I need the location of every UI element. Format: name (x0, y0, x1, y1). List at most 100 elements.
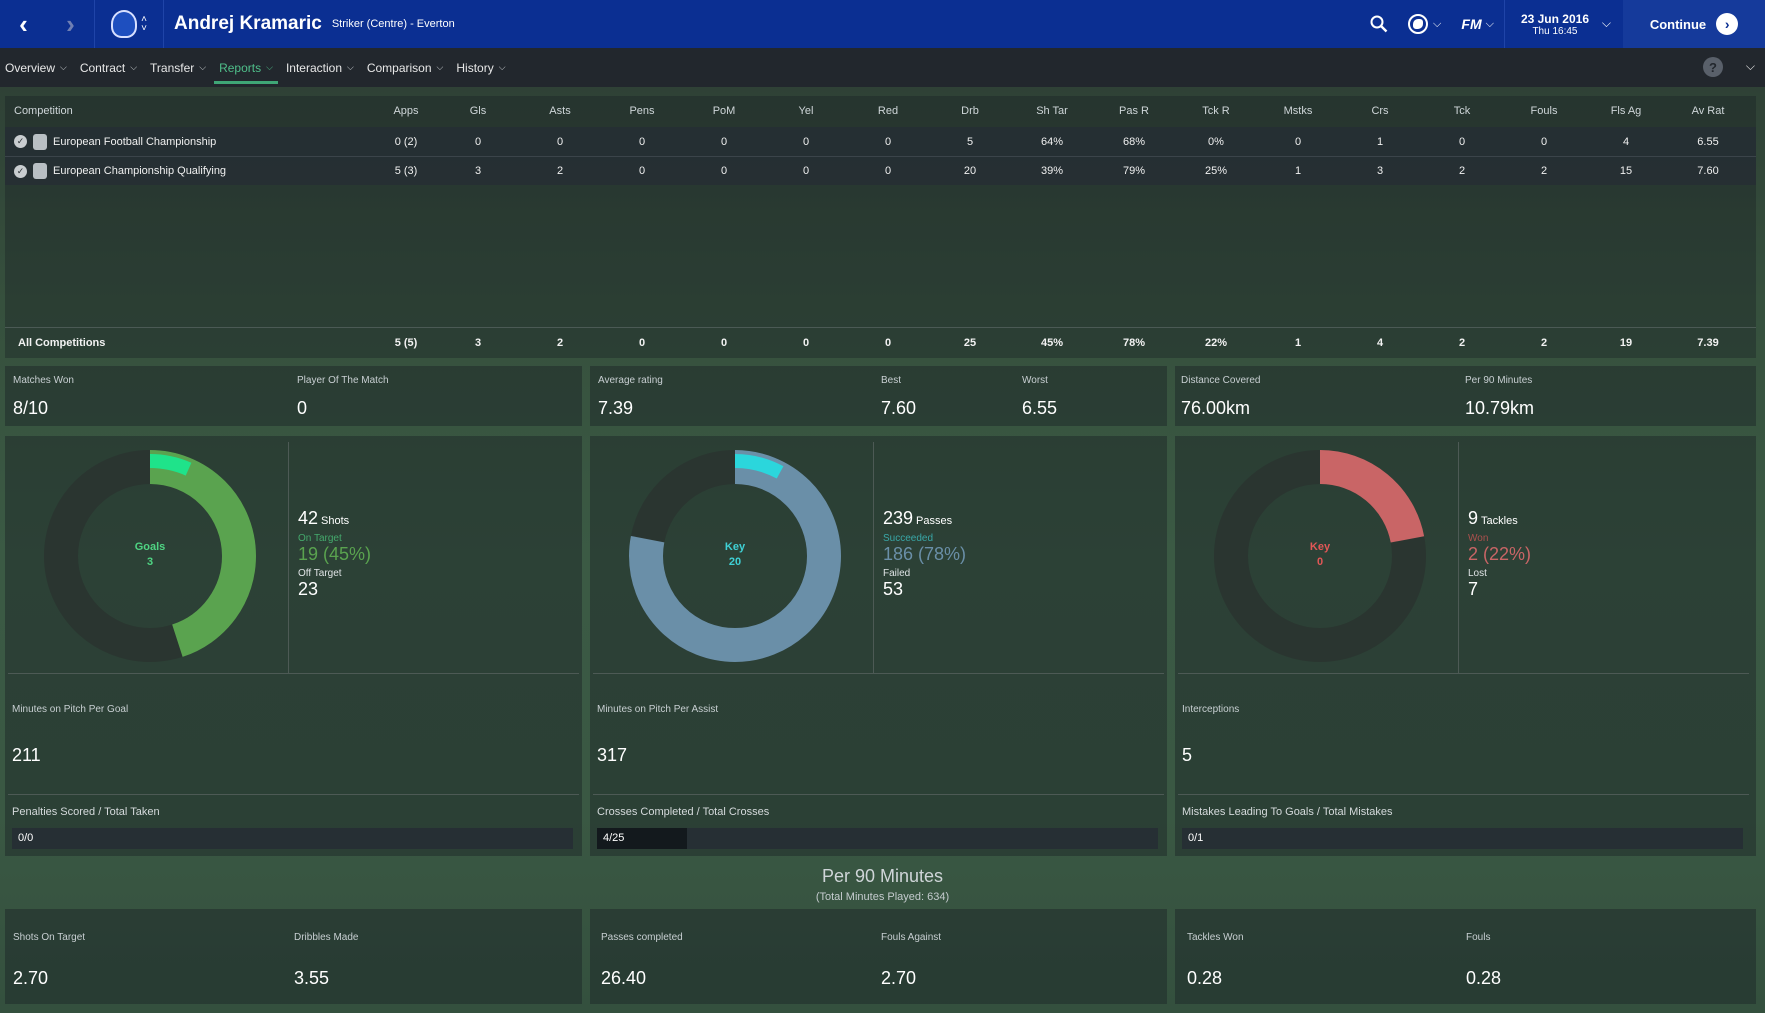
column-header: PoM (712, 105, 736, 117)
divider (593, 673, 1164, 674)
best-rating-stat: Best 7.60 (881, 375, 916, 419)
stat-cell: 0% (1208, 135, 1224, 148)
club-selector[interactable]: ˄ ˅ (94, 0, 164, 48)
stat-cell: 5 (3) (394, 165, 418, 177)
stat-cell: 0 (802, 135, 810, 148)
donut-value: 3 (146, 556, 154, 568)
fm-menu[interactable]: FM ⌵ (1451, 0, 1504, 48)
tackles-panel: Key 0 9 Tackles Won 2 (22%) Lost 7 Interceptions… (1175, 436, 1756, 856)
success-value: 2 (22%) (1468, 544, 1532, 564)
tab-overview[interactable]: Overview ⌵ (0, 48, 72, 87)
column-header: Drb (961, 105, 979, 117)
competition-name-cell[interactable]: ✓ European Championship Qualifying (5, 163, 375, 179)
date-selector[interactable]: 23 Jun 2016 Thu 16:45 ⌵ (1503, 0, 1623, 48)
tab-history[interactable]: History ⌵ (451, 48, 510, 87)
total-label: Tackles (1481, 515, 1518, 527)
fail-value: 23 (298, 579, 319, 599)
divider (873, 442, 874, 674)
stat-label: Fouls (1466, 932, 1491, 943)
back-arrow-icon[interactable]: ‹ (19, 8, 28, 39)
continue-button[interactable]: Continue › (1623, 0, 1765, 48)
stat-cell: 0 (720, 337, 728, 349)
chevron-down-icon[interactable]: ⌵ (1745, 59, 1755, 73)
table-total-row: All Competitions 5 (5) 3 2 0 0 0 0 25 45% 78% 22% 1 4… (5, 327, 1756, 358)
tab-contract[interactable]: Contract ⌵ (75, 48, 142, 87)
fail-label: Off Target (298, 568, 342, 579)
forward-arrow-icon[interactable]: › (66, 8, 75, 39)
shots-panel: Goals 3 42 Shots On Target 19 (45%) Off Target… (5, 436, 582, 856)
donut-main-arc (1214, 450, 1426, 662)
stat-cell: 0 (1458, 135, 1466, 148)
tab-interaction[interactable]: Interaction ⌵ (281, 48, 359, 87)
column-header: Pas R (1119, 105, 1149, 117)
passes-completed-stat: Passes completed 26.40 (601, 932, 683, 989)
donut-chart (1214, 450, 1426, 662)
stat-cell: 45% (1040, 337, 1064, 349)
ratio-bar-value: 0/1 (1188, 832, 1204, 844)
column-header: Red (877, 105, 899, 117)
distance-per-90-stat: Per 90 Minutes 10.79km (1465, 375, 1534, 419)
tab-comparison[interactable]: Comparison ⌵ (362, 48, 449, 87)
stat-label: Player Of The Match (297, 375, 389, 386)
tab-transfer[interactable]: Transfer ⌵ (145, 48, 211, 87)
donut-chart (44, 450, 256, 662)
table-row[interactable]: ✓ European Football Championship 0 (2) 0 0 0 0… (5, 127, 1756, 156)
stat-cell: 0 (884, 165, 892, 177)
donut-center-label: Key 0 (1214, 540, 1426, 570)
stat-value: 7.39 (598, 398, 634, 418)
stat-cell: 0 (638, 337, 646, 349)
stat-cell: 39% (1040, 165, 1064, 177)
matches-summary: Matches Won 8/10 Player Of The Match 0 (5, 366, 582, 426)
competition-name[interactable]: European Football Championship (53, 135, 217, 148)
search-icon[interactable] (1360, 0, 1398, 48)
stat-value: 2.70 (13, 968, 49, 988)
column-header: Pens (629, 105, 655, 117)
chevron-down-icon: ⌵ (266, 62, 273, 72)
ratio-bar-value: 0/0 (18, 832, 34, 844)
total-label: Passes (916, 515, 953, 527)
chevron-down-icon: ⌵ (1433, 17, 1442, 30)
fail-label: Lost (1468, 568, 1487, 579)
stat-value: 10.79km (1465, 398, 1535, 418)
dribbles-made-stat: Dribbles Made 3.55 (294, 932, 358, 989)
stat-cell: 22% (1204, 337, 1228, 349)
stat-cell: 0 (884, 337, 892, 349)
competition-name[interactable]: European Championship Qualifying (53, 165, 227, 177)
tab-label: Interaction (285, 60, 342, 75)
stat-cell: 2 (1458, 165, 1466, 177)
stat-cell: 5 (966, 135, 974, 148)
stat-cell: 0 (720, 165, 728, 177)
column-header: Tck R (1202, 105, 1230, 117)
tab-reports[interactable]: Reports ⌵ (214, 48, 278, 87)
tab-label: History (456, 60, 494, 75)
shots-on-target-stat: Shots On Target 2.70 (13, 932, 85, 989)
stat-cell: 0 (638, 135, 646, 148)
ratio-bar-value: 4/25 (603, 832, 625, 844)
donut-highlight-arc (48, 454, 252, 658)
metric-value: 317 (597, 745, 628, 765)
trophy-icon (33, 133, 47, 150)
fail-value: 7 (1468, 579, 1479, 599)
globe-menu[interactable]: ⌵ (1398, 0, 1451, 48)
ratio-bar-label: Crosses Completed / Total Crosses (597, 806, 770, 818)
total-value: 239 (883, 508, 914, 528)
help-icon[interactable]: ? (1703, 57, 1723, 77)
stat-cell: 20 (963, 165, 977, 177)
player-position-club[interactable]: Striker (Centre) - Everton (331, 18, 455, 30)
distance-summary: Distance Covered 76.00km Per 90 Minutes … (1175, 366, 1756, 426)
stat-cell: 68% (1122, 135, 1146, 148)
chevron-down-icon: ⌵ (130, 62, 138, 72)
total-value: 42 (298, 508, 319, 528)
success-value: 186 (78%) (883, 544, 967, 564)
stat-label: Worst (1022, 375, 1048, 386)
ratio-bar: 0/1 (1182, 828, 1743, 849)
stat-value: 0.28 (1466, 968, 1502, 988)
stat-cell: 0 (1294, 135, 1302, 148)
divider (1178, 673, 1749, 674)
fouls-stat: Fouls 0.28 (1466, 932, 1501, 989)
tab-label: Comparison (366, 60, 432, 75)
competition-name-cell[interactable]: ✓ European Football Championship (5, 133, 375, 150)
table-row[interactable]: ✓ European Championship Qualifying 5 (3) 3 2… (5, 156, 1756, 185)
stat-cell: 1 (1294, 165, 1302, 177)
stat-label: Passes completed (601, 932, 683, 943)
